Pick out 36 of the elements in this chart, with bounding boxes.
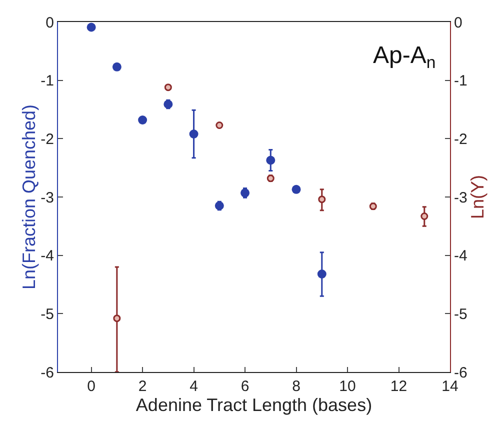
y-tick-label: -3 — [40, 189, 54, 206]
x-axis-title: Adenine Tract Length (bases) — [136, 395, 372, 415]
x-tick-label: 8 — [292, 378, 300, 395]
annotation: Ap-A$_{n}$ — [373, 42, 436, 72]
point — [420, 212, 428, 220]
point — [292, 184, 301, 194]
y-axis-title: Ln(Fraction Quenched) — [18, 104, 39, 290]
y-tick-label: -6 — [40, 364, 54, 382]
point — [112, 62, 122, 72]
y2-tick-label: 0 — [454, 14, 462, 32]
x-tick-label: 4 — [190, 378, 198, 395]
y2-tick-label: -3 — [454, 189, 468, 206]
y-tick-label: -1 — [40, 72, 54, 90]
point — [113, 314, 121, 322]
x-tick-label: 2 — [138, 378, 147, 395]
point — [86, 22, 96, 32]
point — [164, 84, 172, 92]
y2-tick-label: -1 — [454, 72, 468, 90]
point — [318, 196, 326, 204]
y2-tick-label: -4 — [454, 248, 468, 265]
point — [189, 130, 198, 138]
point — [216, 122, 224, 129]
point — [138, 116, 148, 124]
y2-tick-label: -2 — [454, 130, 468, 148]
point — [266, 156, 276, 165]
x-tick-label: 12 — [390, 378, 408, 395]
y-tick-label: -4 — [40, 248, 54, 265]
y-tick-label: -2 — [40, 130, 54, 148]
x-tick-label: 0 — [87, 378, 96, 395]
x-tick-label: 6 — [240, 378, 250, 395]
y-tick-label: -5 — [40, 306, 54, 323]
x-tick-label: 10 — [339, 378, 356, 395]
y2-axis-title: Ln(Y) — [467, 174, 488, 220]
y-tick-label: 0 — [46, 14, 54, 32]
point — [317, 270, 326, 278]
y2-tick-label: -5 — [454, 306, 468, 323]
